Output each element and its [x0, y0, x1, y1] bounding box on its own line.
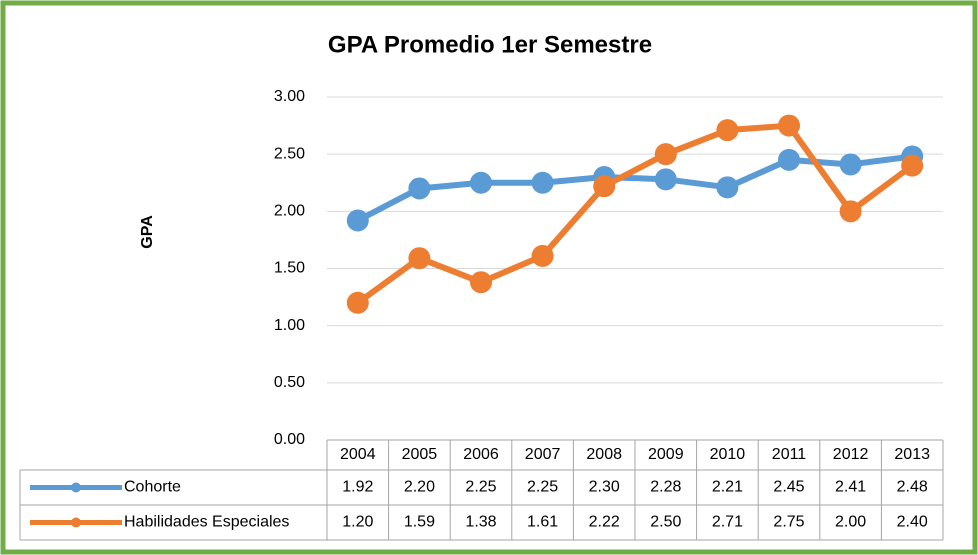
- y-tick-label: 2.50: [274, 145, 305, 162]
- point: [531, 244, 554, 267]
- point: [654, 168, 677, 191]
- x-tick-label: 2005: [402, 446, 438, 463]
- table-value: 2.75: [773, 514, 804, 531]
- x-tick-label: 2008: [586, 446, 622, 463]
- x-tick-label: 2004: [340, 446, 376, 463]
- table-value: 2.20: [404, 479, 435, 496]
- table-value: 2.25: [465, 479, 496, 496]
- table-value: 2.45: [773, 479, 804, 496]
- y-tick-label: 1.00: [274, 317, 305, 334]
- point: [839, 200, 862, 223]
- point: [654, 143, 677, 166]
- table-value: 2.00: [835, 514, 866, 531]
- y-tick-label: 3.00: [274, 88, 305, 105]
- table-value: 2.30: [589, 479, 620, 496]
- legend-label: Cohorte: [124, 479, 181, 496]
- legend-marker: [71, 517, 81, 528]
- table-value: 1.20: [342, 514, 373, 531]
- legend-marker: [71, 482, 81, 493]
- table-value: 1.92: [342, 479, 373, 496]
- table-value: 1.59: [404, 514, 435, 531]
- table-value: 2.28: [650, 479, 681, 496]
- point: [408, 177, 431, 200]
- y-axis-label: GPA: [139, 215, 156, 249]
- x-tick-label: 2012: [833, 446, 869, 463]
- table-value: 2.71: [712, 514, 743, 531]
- legend-label: Habilidades Especiales: [124, 514, 289, 531]
- y-tick-label: 0.00: [274, 431, 305, 448]
- table-value: 1.61: [527, 514, 558, 531]
- point: [716, 119, 739, 142]
- point: [346, 209, 369, 232]
- x-tick-label: 2010: [710, 446, 746, 463]
- point: [346, 291, 369, 314]
- table-value: 2.40: [897, 514, 928, 531]
- series-line: [356, 122, 914, 306]
- x-tick-label: 2009: [648, 446, 684, 463]
- chart-title: GPA Promedio 1er Semestre: [328, 31, 652, 58]
- table-value: 1.38: [465, 514, 496, 531]
- table-value: 2.41: [835, 479, 866, 496]
- x-tick-label: 2013: [894, 446, 930, 463]
- point: [778, 148, 800, 171]
- x-tick-label: 2011: [772, 446, 807, 463]
- point: [716, 176, 739, 199]
- table-value: 2.22: [589, 514, 620, 531]
- y-tick-label: 0.50: [274, 374, 305, 391]
- table-value: 2.25: [527, 479, 558, 496]
- point: [531, 171, 554, 194]
- point: [470, 271, 492, 294]
- y-tick-label: 1.50: [274, 260, 305, 277]
- y-tick-label: 2.00: [274, 203, 305, 220]
- point: [408, 247, 431, 270]
- point: [593, 175, 616, 198]
- table-value: 2.21: [712, 479, 743, 496]
- table-value: 2.50: [650, 514, 681, 531]
- point: [901, 154, 924, 177]
- point: [839, 153, 862, 176]
- point: [470, 171, 492, 194]
- table-value: 2.48: [897, 479, 928, 496]
- x-tick-label: 2006: [463, 446, 499, 463]
- point: [778, 114, 800, 137]
- x-tick-label: 2007: [525, 446, 561, 463]
- series-line: [356, 153, 913, 224]
